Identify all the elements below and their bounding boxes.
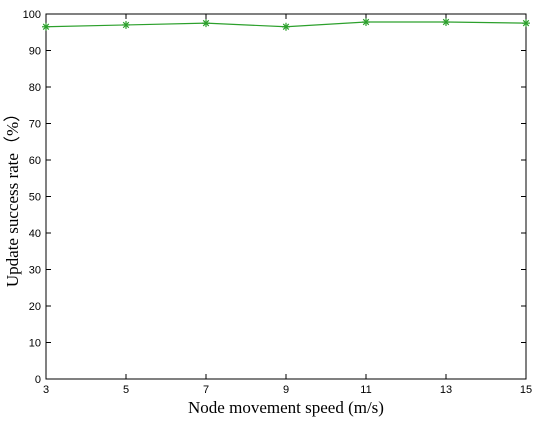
y-tick-label: 90 bbox=[29, 46, 41, 58]
y-tick-label: 0 bbox=[35, 374, 41, 386]
y-tick-label: 100 bbox=[23, 9, 41, 21]
x-tick-label: 7 bbox=[203, 384, 209, 396]
series-layer bbox=[42, 18, 530, 31]
x-tick-label: 5 bbox=[123, 384, 129, 396]
x-axis-ticks: 3 5 7 9 11 13 15 bbox=[43, 14, 532, 396]
x-tick-label: 9 bbox=[283, 384, 289, 396]
y-tick-label: 70 bbox=[29, 119, 41, 131]
data-point-marker bbox=[442, 18, 450, 27]
data-point-marker bbox=[42, 22, 50, 31]
x-tick-label: 13 bbox=[440, 384, 452, 396]
x-axis-title: Node movement speed (m/s) bbox=[188, 398, 384, 417]
y-tick-label: 10 bbox=[29, 338, 41, 350]
y-tick-label: 50 bbox=[29, 192, 41, 204]
y-tick-label: 40 bbox=[29, 228, 41, 240]
y-tick-label: 20 bbox=[29, 301, 41, 313]
y-axis-title: Update success rate（%） bbox=[3, 105, 22, 287]
y-tick-label: 30 bbox=[29, 265, 41, 277]
data-point-marker bbox=[522, 19, 530, 28]
data-point-marker bbox=[282, 22, 290, 31]
data-point-marker bbox=[362, 18, 370, 27]
x-tick-label: 3 bbox=[43, 384, 49, 396]
plot-frame bbox=[45, 13, 527, 380]
y-tick-label: 60 bbox=[29, 155, 41, 167]
x-tick-label: 15 bbox=[520, 384, 532, 396]
y-axis-ticks: 0 10 20 30 40 50 60 70 80 90 100 bbox=[23, 9, 526, 386]
y-tick-label: 80 bbox=[29, 82, 41, 94]
data-point-marker bbox=[122, 20, 130, 29]
data-point-marker bbox=[202, 19, 210, 28]
x-tick-label: 11 bbox=[360, 384, 371, 396]
